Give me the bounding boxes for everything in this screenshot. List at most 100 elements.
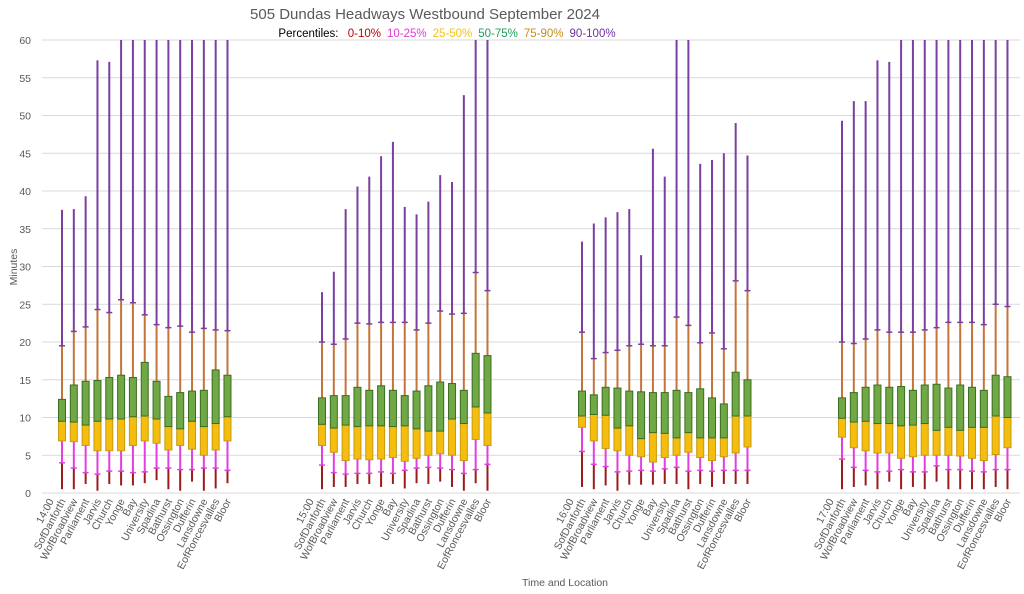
- box-25-50: [613, 427, 622, 452]
- box-plot-yonge: [117, 40, 126, 486]
- box-50-75: [1003, 376, 1012, 419]
- box-plot-ossington: [956, 40, 965, 490]
- legend-entry: 25-50%: [433, 28, 473, 40]
- box-25-50: [69, 421, 78, 443]
- box-50-75: [625, 390, 634, 427]
- box-25-50: [353, 426, 362, 460]
- box-50-75: [388, 389, 397, 428]
- box-50-75: [648, 392, 657, 434]
- box-plot-spadina: [412, 214, 421, 484]
- box-plot-yonge: [897, 40, 906, 490]
- box-plot-wofbroadview: [589, 223, 598, 490]
- box-50-75: [991, 374, 1000, 417]
- box-plot-sofdanforth: [58, 209, 66, 490]
- box-plot-university: [660, 176, 669, 484]
- box-plot-jarvis: [93, 60, 102, 491]
- box-50-75: [956, 384, 965, 431]
- box-50-75: [873, 384, 882, 425]
- box-25-50: [199, 426, 208, 456]
- box-25-50: [719, 437, 728, 458]
- box-50-75: [944, 387, 953, 428]
- box-25-50: [152, 418, 161, 444]
- box-plot-bathurst: [164, 40, 173, 490]
- box-50-75: [117, 374, 126, 420]
- box-plot-church: [885, 61, 894, 482]
- box-50-75: [140, 361, 149, 417]
- box-50-75: [601, 386, 610, 416]
- box-50-75: [908, 389, 917, 426]
- box-plot-eofroncesvalles: [991, 40, 1000, 487]
- box-plot-wofbroadview: [849, 101, 858, 487]
- box-plot-marks: [58, 40, 1012, 491]
- box-plot-lansdowne: [719, 153, 728, 484]
- box-plot-spadina: [932, 40, 941, 482]
- box-25-50: [873, 423, 882, 454]
- box-plot-bathurst: [944, 40, 953, 490]
- box-50-75: [979, 389, 988, 428]
- box-25-50: [731, 415, 740, 454]
- box-25-50: [672, 437, 681, 456]
- box-50-75: [637, 391, 646, 440]
- box-50-75: [849, 392, 858, 423]
- box-25-50: [625, 425, 634, 456]
- chart-legend: Percentiles: 0-10% 10-25% 25-50% 50-75% 75-9…: [278, 28, 615, 40]
- box-50-75: [188, 390, 197, 422]
- box-50-75: [164, 395, 173, 428]
- box-plot-bloor: [223, 40, 232, 484]
- box-plot-yonge: [637, 255, 646, 485]
- box-50-75: [589, 394, 598, 415]
- box-25-50: [637, 438, 646, 458]
- box-25-50: [696, 437, 705, 459]
- legend-entry: 0-10%: [348, 28, 381, 40]
- box-plot-lansdowne: [459, 95, 468, 491]
- box-50-75: [365, 389, 374, 427]
- box-25-50: [589, 413, 598, 442]
- box-plot-wofbroadview: [69, 209, 78, 490]
- box-25-50: [991, 415, 1000, 455]
- y-tick-label: 10: [19, 413, 31, 425]
- box-50-75: [578, 390, 586, 417]
- box-plot-university: [400, 206, 409, 489]
- box-plot-bloor: [743, 155, 752, 484]
- chart-title: 505 Dundas Headways Westbound September …: [250, 6, 600, 23]
- box-plot-yonge: [377, 156, 386, 487]
- box-plot-ossington: [696, 163, 705, 484]
- box-plot-eofroncesvalles: [731, 123, 740, 484]
- box-25-50: [920, 423, 929, 456]
- box-plot-dufferin: [188, 40, 197, 482]
- box-50-75: [223, 374, 232, 418]
- y-tick-label: 35: [19, 224, 31, 236]
- box-25-50: [908, 424, 917, 458]
- box-50-75: [436, 381, 445, 432]
- box-25-50: [932, 429, 941, 456]
- box-plot-bay: [648, 148, 657, 485]
- box-25-50: [188, 420, 197, 450]
- box-plot-parliament: [81, 196, 90, 484]
- box-plot-parliament: [601, 217, 610, 486]
- box-plot-bathurst: [684, 40, 693, 490]
- box-50-75: [731, 371, 740, 417]
- y-tick-label: 30: [19, 262, 31, 274]
- box-50-75: [920, 384, 929, 425]
- box-50-75: [424, 385, 433, 432]
- box-plot-dufferin: [448, 181, 457, 487]
- box-plot-sofdanforth: [838, 120, 846, 490]
- box-50-75: [968, 386, 977, 428]
- box-25-50: [979, 426, 988, 462]
- box-50-75: [81, 380, 90, 426]
- box-50-75: [613, 387, 622, 429]
- legend-entry: 10-25%: [387, 28, 427, 40]
- box-50-75: [93, 380, 102, 422]
- box-25-50: [483, 412, 492, 446]
- box-25-50: [1003, 417, 1012, 449]
- box-50-75: [377, 385, 386, 427]
- box-plot-dufferin: [968, 40, 977, 490]
- box-plot-sofdanforth: [318, 292, 326, 490]
- box-plot-bay: [128, 40, 137, 486]
- box-plot-jarvis: [353, 186, 362, 484]
- box-plot-church: [625, 209, 634, 485]
- box-plot-spadina: [152, 40, 161, 481]
- box-25-50: [93, 420, 102, 452]
- box-50-75: [211, 369, 220, 425]
